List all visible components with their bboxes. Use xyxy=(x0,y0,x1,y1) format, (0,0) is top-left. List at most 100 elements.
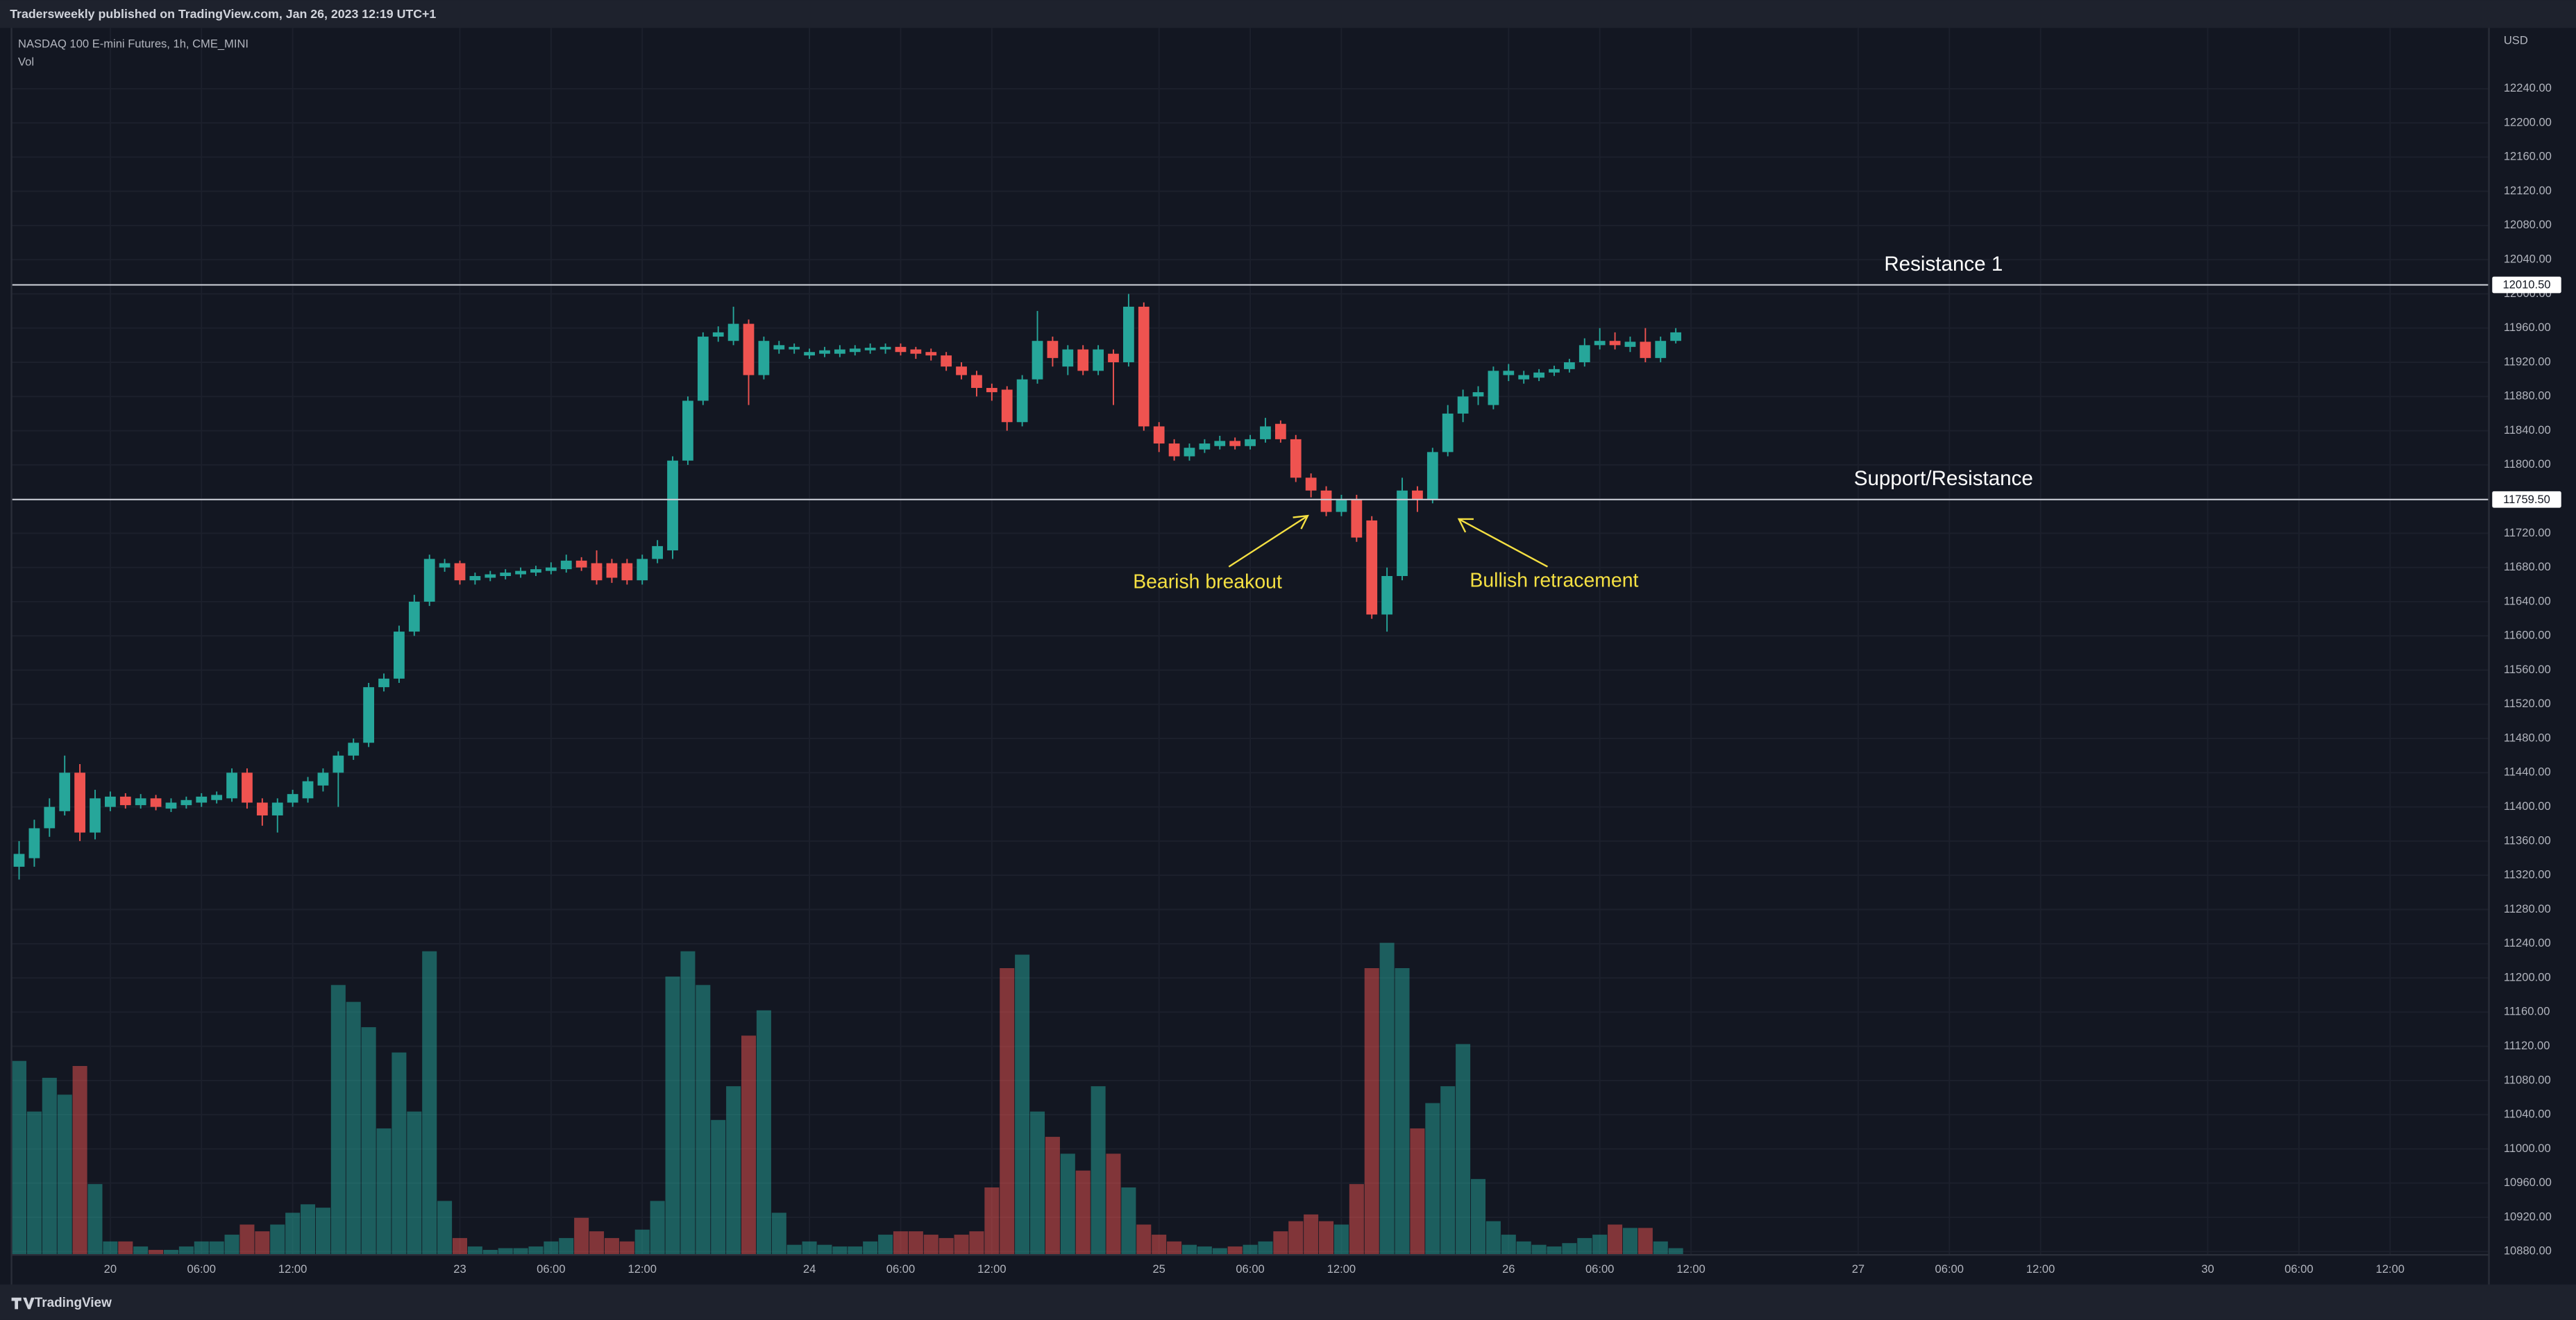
candle-body xyxy=(910,349,922,354)
volume-bar xyxy=(437,1201,453,1255)
volume-bar xyxy=(1349,1184,1364,1255)
level-price-label: 11759.50 xyxy=(2503,493,2550,506)
candle-body xyxy=(1093,349,1104,371)
candle-body xyxy=(560,560,572,570)
candle-body xyxy=(44,806,56,829)
candle-body xyxy=(1168,443,1180,457)
volume-bar xyxy=(954,1235,969,1255)
volume-bar xyxy=(239,1224,255,1255)
x-tick-label: 23 xyxy=(453,1262,466,1276)
y-tick-label: 11840.00 xyxy=(2504,423,2551,437)
y-tick-label: 12240.00 xyxy=(2504,81,2552,94)
candle-body xyxy=(485,574,496,578)
x-tick-label: 12:00 xyxy=(1327,1262,1356,1276)
symbol-title: NASDAQ 100 E-mini Futures, 1h, CME_MINI xyxy=(18,37,249,50)
volume-bar xyxy=(270,1224,285,1255)
x-tick-label: 25 xyxy=(1152,1262,1165,1276)
candle-body xyxy=(1624,341,1636,347)
candle-body xyxy=(727,323,739,341)
candle-body xyxy=(317,772,329,786)
candle-body xyxy=(363,687,374,743)
y-tick-label: 12120.00 xyxy=(2504,184,2552,197)
y-tick-label: 11440.00 xyxy=(2504,765,2551,779)
y-tick-label: 11160.00 xyxy=(2504,1005,2550,1018)
candle-body xyxy=(804,352,815,356)
candle-body xyxy=(1320,490,1332,512)
volume-bar xyxy=(1060,1153,1075,1255)
axis-layer: 10880.00 10920.00 10960.00 11000.00 11040.00… xyxy=(104,81,2561,1276)
candle-body xyxy=(423,559,435,602)
candle-body xyxy=(256,802,268,815)
candle-body xyxy=(1457,396,1469,414)
volume-bar xyxy=(650,1201,665,1255)
candle-body xyxy=(1397,490,1408,577)
volume-bar xyxy=(938,1237,954,1255)
candle-body xyxy=(196,796,208,803)
volume-bar xyxy=(1608,1224,1623,1255)
volume-bar xyxy=(392,1052,407,1255)
volume-bar xyxy=(1485,1221,1501,1255)
volume-bar xyxy=(42,1078,57,1255)
volume-bar xyxy=(741,1035,757,1255)
candle-body xyxy=(1016,379,1028,423)
volume-bar xyxy=(1121,1187,1136,1255)
annotation-text: Bullish retracement xyxy=(1470,569,1638,591)
candle-body xyxy=(1199,443,1211,450)
y-tick-label: 11040.00 xyxy=(2504,1108,2551,1121)
candle-body xyxy=(1336,499,1347,512)
volume-bar xyxy=(1288,1221,1304,1255)
candle-body xyxy=(1077,349,1089,371)
y-tick-label: 11800.00 xyxy=(2504,457,2551,471)
candle-body xyxy=(302,781,314,799)
x-tick-label: 30 xyxy=(2201,1262,2214,1276)
volume-bar xyxy=(1395,968,1410,1255)
candle-body xyxy=(819,350,830,354)
y-tick-label: 11080.00 xyxy=(2504,1073,2551,1086)
x-tick-label: 26 xyxy=(1502,1262,1515,1276)
volume-bar xyxy=(863,1241,878,1255)
candle-body xyxy=(242,772,253,803)
candle-body xyxy=(1503,371,1515,375)
volume-bar xyxy=(1501,1235,1516,1255)
level-price-box xyxy=(2492,491,2561,508)
volume-bar xyxy=(1212,1248,1227,1255)
volume-bar xyxy=(1045,1137,1060,1255)
candle-body xyxy=(1047,341,1059,358)
x-tick-label: 12:00 xyxy=(1676,1262,1705,1276)
volume-bar xyxy=(118,1241,133,1255)
volume-bar xyxy=(604,1237,619,1255)
candle-body xyxy=(271,802,283,815)
candle-body xyxy=(1032,341,1043,380)
candle-body xyxy=(606,563,618,578)
candle-body xyxy=(652,545,664,559)
candle-body xyxy=(758,341,770,375)
y-tick-label: 11520.00 xyxy=(2504,697,2551,710)
y-tick-label: 12200.00 xyxy=(2504,115,2552,128)
volume-bar xyxy=(1577,1237,1592,1255)
level-price-label: 12010.50 xyxy=(2502,278,2550,291)
volume-bar xyxy=(680,951,696,1255)
candle-body xyxy=(849,348,861,353)
candle-body xyxy=(986,387,997,393)
candle-body xyxy=(575,560,587,568)
y-tick-label: 11200.00 xyxy=(2504,970,2551,983)
candle-body xyxy=(743,323,755,375)
volume-bar xyxy=(1167,1241,1182,1255)
volume-bar xyxy=(301,1204,316,1255)
volume-bar xyxy=(1531,1244,1547,1255)
candle-body xyxy=(180,799,192,806)
candle-body xyxy=(697,337,709,401)
candle-body xyxy=(28,828,40,858)
y-tick-label: 11360.00 xyxy=(2504,834,2551,847)
volume-bar xyxy=(163,1249,178,1255)
arrow-head xyxy=(1457,518,1474,533)
candle-body xyxy=(1670,332,1682,341)
annotation-arrow xyxy=(1228,514,1309,568)
volume-bar xyxy=(1547,1246,1562,1255)
candle-body xyxy=(956,366,967,375)
candle-body xyxy=(895,346,907,353)
volume-bar xyxy=(1379,942,1395,1255)
candle-body xyxy=(1351,499,1363,538)
volume-bar xyxy=(1319,1221,1334,1255)
